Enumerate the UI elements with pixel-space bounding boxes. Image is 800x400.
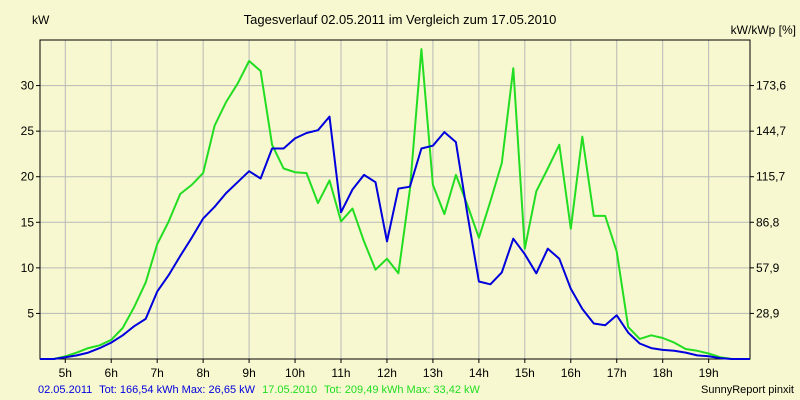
x-tick-label: 11h (331, 366, 350, 380)
x-tick-label: 9h (242, 366, 255, 380)
x-tick-label: 14h (469, 366, 489, 380)
axis-ticks: 5h 6h 7h 8h 9h 10h 11h 12h 13h 14h 15h 16h 17h 18h 19h… (21, 79, 787, 380)
legend-series-1-stats: Tot: 166,54 kWh Max: 26,65 kW (99, 384, 256, 396)
x-tick-label: 6h (105, 366, 118, 380)
series-line-02-05-2011 (40, 115, 750, 360)
legend-series-2-label: 17.05.2010 (262, 384, 317, 396)
legend-series-1-label: 02.05.2011 (38, 384, 92, 396)
y-left-tick-label: 10 (21, 261, 35, 275)
footer-credit: SunnyReport pinxit (701, 384, 794, 396)
y-left-tick-label: 25 (21, 124, 35, 138)
x-tick-label: 13h (423, 366, 443, 380)
y-right-tick-label: 173,6 (756, 79, 786, 93)
y-axis-left-unit: kW (32, 13, 50, 27)
footer-legend: 02.05.2011 Tot: 166,54 kWh Max: 26,65 kW… (38, 384, 481, 396)
y-axis-right-unit: kW/kWp [%] (731, 23, 796, 37)
x-tick-label: 17h (607, 366, 627, 380)
x-tick-label: 16h (561, 366, 581, 380)
y-left-tick-label: 15 (21, 215, 35, 229)
x-tick-label: 18h (653, 366, 673, 380)
x-tick-label: 8h (196, 366, 209, 380)
y-left-tick-label: 30 (21, 79, 35, 93)
y-right-tick-label: 86,8 (756, 215, 780, 229)
plot-frame (39, 39, 751, 360)
x-tick-label: 12h (377, 366, 397, 380)
y-left-tick-label: 20 (21, 170, 35, 184)
y-right-tick-label: 144,7 (756, 124, 786, 138)
x-tick-label: 5h (59, 366, 72, 380)
legend-series-2-stats: Tot: 209,49 kWh Max: 33,42 kW (324, 384, 481, 396)
x-tick-label: 10h (285, 366, 305, 380)
chart-title: Tagesverlauf 02.05.2011 im Vergleich zum… (244, 12, 557, 27)
y-right-tick-label: 57,9 (756, 261, 780, 275)
y-right-tick-label: 28,9 (756, 306, 780, 320)
x-tick-label: 19h (699, 366, 719, 380)
y-right-tick-label: 115,7 (756, 170, 785, 184)
y-left-tick-label: 5 (27, 306, 34, 320)
x-tick-label: 15h (515, 366, 535, 380)
x-tick-label: 7h (151, 366, 164, 380)
series-line-17-05-2010 (40, 48, 750, 360)
series-lines (40, 48, 750, 360)
